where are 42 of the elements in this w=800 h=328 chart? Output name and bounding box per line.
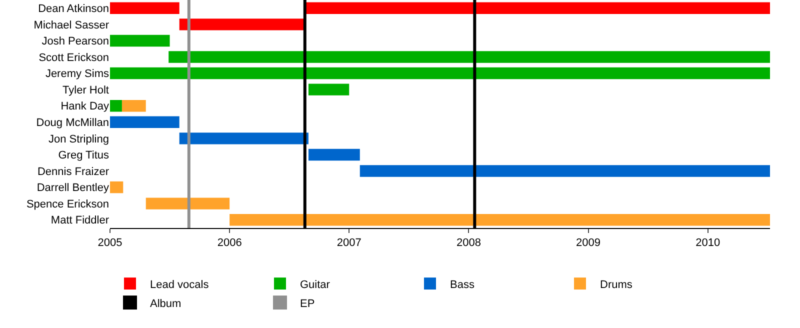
legend-label: EP [300, 298, 315, 310]
y-tick-label: Dennis Fraizer [37, 166, 110, 178]
bar [146, 198, 230, 210]
bar [122, 100, 146, 112]
x-tick-label: 2007 [336, 237, 362, 250]
y-tick-label: Michael Sasser [34, 19, 110, 32]
y-tick-label: Tyler Holt [62, 84, 109, 96]
legend-label: Bass [450, 278, 475, 291]
y-tick-label: Jeremy Sims [45, 68, 110, 80]
x-tick-label: 2008 [456, 237, 481, 250]
x-tick-label: 2006 [217, 237, 242, 250]
legend-label: Album [150, 298, 182, 310]
bar [110, 67, 770, 80]
y-tick-label: Greg Titus [58, 150, 110, 162]
y-tick-label: Scott Erickson [38, 52, 109, 64]
bar [168, 51, 770, 63]
bar [304, 2, 770, 14]
y-tick-label: Spence Erickson [26, 198, 109, 210]
bar [110, 116, 180, 128]
legend-label: Drums [600, 278, 633, 291]
bar [110, 34, 170, 47]
bar [110, 100, 122, 112]
y-tick-label: Josh Pearson [42, 36, 109, 48]
y-tick-label: Doug McMillan [36, 116, 109, 129]
x-tick-label: 2005 [98, 237, 122, 250]
bar [179, 18, 305, 30]
y-tick-label: Jon Stripling [48, 133, 109, 146]
legend-label: Lead vocals [150, 278, 210, 291]
y-tick-label: Darrell Bentley [36, 182, 110, 194]
bar [179, 132, 308, 144]
bar [110, 181, 124, 194]
bar [360, 165, 770, 177]
bar [308, 84, 350, 96]
bar [110, 2, 180, 14]
x-tick-label: 2010 [696, 237, 720, 250]
y-tick-label: Matt Fiddler [50, 214, 110, 227]
bar [230, 214, 770, 226]
legend-label: Guitar [300, 278, 330, 291]
y-tick-label: Dean Atkinson [38, 2, 109, 15]
x-tick-label: 2009 [576, 237, 600, 250]
bar [308, 148, 360, 161]
y-tick-label: Hank Day [60, 100, 110, 113]
